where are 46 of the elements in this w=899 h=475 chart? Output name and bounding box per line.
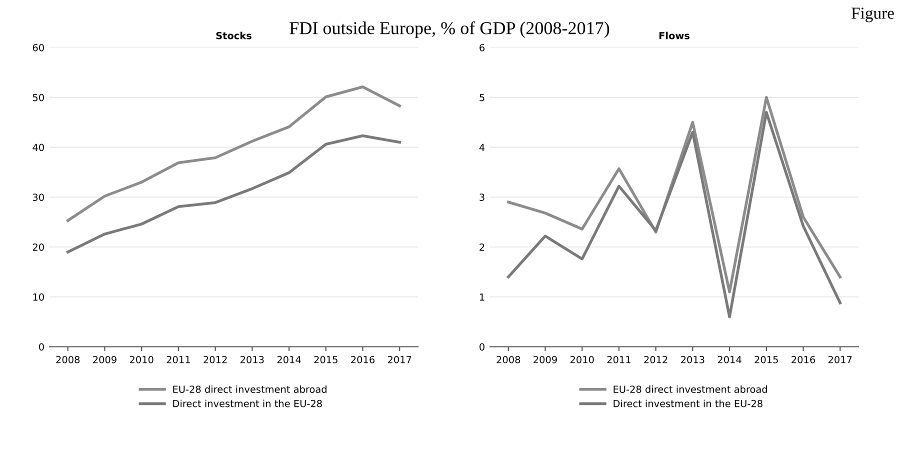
x-tick-label: 2014 (718, 356, 742, 364)
y-tick-label: 4 (479, 144, 485, 151)
x-tick-label: 2014 (277, 356, 301, 364)
x-tick-label: 2008 (56, 356, 80, 364)
x-tick-label: 2015 (314, 356, 338, 364)
y-tick-label: 10 (33, 293, 44, 301)
legend-label: EU-28 direct investment abroad (614, 385, 767, 393)
y-tick-label: 5 (480, 94, 484, 102)
legend-label: EU-28 direct investment abroad (173, 385, 326, 393)
x-tick-label: 2017 (388, 356, 412, 364)
chart-title: Stocks (216, 32, 252, 40)
legend-label: Direct investment in the EU-28 (173, 400, 322, 408)
y-tick-label: 6 (480, 44, 484, 52)
line-series (66, 86, 401, 222)
x-tick-label: 2009 (93, 356, 116, 364)
y-tick-label: 3 (480, 194, 484, 201)
x-tick-label: 2013 (681, 356, 704, 364)
x-tick-label: 2010 (130, 356, 154, 364)
line-series (506, 96, 842, 294)
chart-title: Flows (659, 32, 690, 40)
x-tick-label: 2012 (204, 356, 227, 364)
y-tick-label: 40 (32, 144, 44, 152)
y-tick-label: 50 (32, 94, 44, 102)
x-tick-label: 2013 (240, 356, 264, 364)
x-tick-label: 2012 (644, 356, 668, 364)
x-tick-label: 2016 (792, 356, 816, 364)
x-tick-label: 2017 (828, 356, 852, 364)
line-series (506, 110, 842, 318)
y-tick-label: 20 (32, 243, 44, 251)
x-tick-label: 2008 (496, 356, 520, 364)
legend-label: Direct investment in the EU-28 (614, 400, 762, 408)
line-series (66, 134, 401, 254)
y-tick-label: 2 (480, 243, 484, 251)
x-tick-label: 2010 (570, 356, 594, 364)
y-tick-label: 30 (32, 194, 44, 201)
x-tick-label: 2011 (607, 356, 630, 364)
y-tick-label: 0 (480, 343, 484, 351)
x-tick-label: 2011 (166, 356, 190, 364)
text: Figure (851, 8, 894, 22)
y-tick-label: 60 (32, 44, 44, 52)
x-tick-label: 2016 (351, 356, 375, 364)
y-tick-label: 1 (480, 293, 484, 301)
text: FDI outside Europe, % of GDP (2008-2017) (290, 21, 610, 38)
x-tick-label: 2015 (754, 356, 778, 364)
x-tick-label: 2009 (534, 356, 557, 364)
y-tick-label: 0 (39, 343, 44, 351)
